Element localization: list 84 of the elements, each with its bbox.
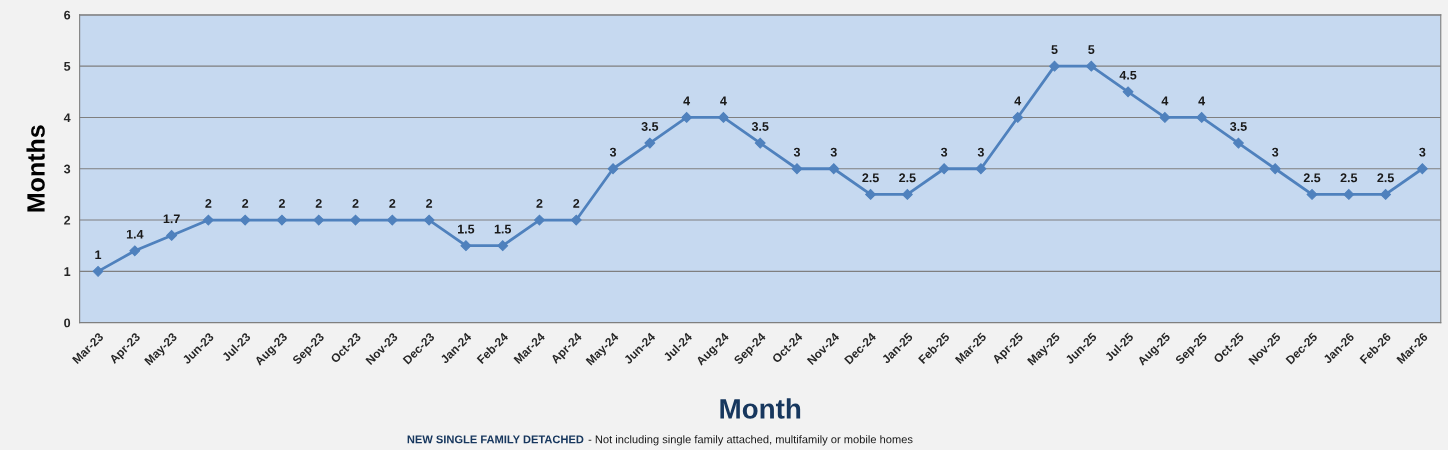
data-label: 2 <box>352 199 359 208</box>
y-tick-label: 3 <box>63 164 71 174</box>
data-label: 2 <box>205 199 212 208</box>
y-tick-label: 4 <box>63 113 71 122</box>
point <box>92 265 104 277</box>
data-label: 3.5 <box>751 122 769 131</box>
data-label: 5 <box>1051 45 1058 54</box>
point <box>497 240 509 252</box>
data-label: 2 <box>536 199 543 208</box>
y-tick-label: 0 <box>64 318 71 328</box>
data-label: 1.7 <box>163 214 180 224</box>
y-tick-label: 6 <box>64 10 71 20</box>
text: NEW SINGLE FAMILY DETACHED <box>407 435 584 444</box>
data-label: 2.5 <box>1340 173 1358 183</box>
data-label: 3 <box>1272 147 1279 157</box>
point <box>1049 60 1060 72</box>
data-label: 4.5 <box>1119 70 1137 80</box>
point <box>1196 112 1208 123</box>
point <box>534 214 545 226</box>
y-tick-label: 5 <box>64 62 71 71</box>
point <box>276 214 288 226</box>
point <box>1269 163 1281 175</box>
point <box>754 137 766 149</box>
data-label: 3 <box>940 147 948 157</box>
data-label: 1.5 <box>458 224 475 234</box>
data-label: 1 <box>95 250 102 260</box>
data-label: 2.5 <box>1303 173 1321 183</box>
data-label: 3 <box>977 147 984 157</box>
data-label: 5 <box>1088 45 1095 54</box>
point <box>1306 188 1318 200</box>
point <box>1380 188 1392 200</box>
point <box>1343 188 1355 200</box>
data-label: 1.4 <box>126 229 144 239</box>
y-tick-label: 2 <box>64 215 71 225</box>
point <box>607 163 619 175</box>
data-label: 2 <box>315 199 322 208</box>
point <box>570 214 582 226</box>
point <box>1416 163 1428 175</box>
text: - Not including single family attached, multifamily or mobile homes <box>588 435 913 446</box>
data-label: 2 <box>426 199 433 208</box>
data-label: 3.5 <box>641 122 659 131</box>
point <box>938 163 950 175</box>
point <box>239 214 251 226</box>
data-label: 4 <box>1198 96 1206 106</box>
point <box>791 163 803 175</box>
point <box>1233 137 1244 149</box>
y-tick-label: 1 <box>64 267 71 276</box>
point <box>423 214 435 226</box>
point <box>1122 86 1134 98</box>
x-axis-title: Month <box>720 398 801 419</box>
data-label: 2.5 <box>1377 173 1394 183</box>
data-label: 2.5 <box>862 173 879 183</box>
point <box>681 112 693 123</box>
data-label: 3 <box>1419 147 1426 157</box>
data-label: 4 <box>1014 96 1022 106</box>
point <box>313 214 325 226</box>
point <box>1159 112 1171 123</box>
data-label: 3 <box>793 147 801 157</box>
data-label: 4 <box>683 96 691 106</box>
point <box>901 188 913 200</box>
data-label: 2.5 <box>899 173 916 183</box>
data-label: 3.5 <box>1230 122 1247 131</box>
y-axis-title: Months <box>26 125 45 212</box>
data-label: 2 <box>242 199 249 208</box>
data-label: 2 <box>573 199 580 208</box>
point <box>828 163 840 175</box>
point <box>202 214 214 226</box>
point <box>350 214 361 226</box>
data-label: 3 <box>609 147 617 157</box>
point <box>1085 60 1097 72</box>
point <box>975 163 987 175</box>
point <box>1012 112 1024 123</box>
data-label: 2 <box>389 199 396 208</box>
point <box>717 112 729 123</box>
point <box>865 188 876 200</box>
data-label: 4 <box>1161 96 1169 106</box>
point <box>460 240 472 252</box>
point <box>644 137 656 149</box>
data-label: 4 <box>720 96 727 106</box>
data-label: 3 <box>830 147 837 157</box>
data-label: 2 <box>278 199 285 208</box>
point <box>166 230 178 241</box>
data-label: 1.5 <box>494 224 512 234</box>
point <box>129 245 141 257</box>
